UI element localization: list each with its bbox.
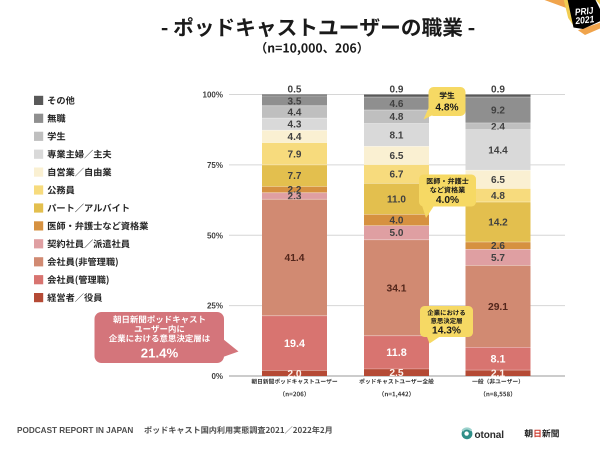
svg-text:25%: 25% [207, 302, 223, 311]
svg-text:8.1: 8.1 [390, 130, 404, 141]
svg-text:2.5: 2.5 [389, 368, 404, 379]
svg-text:4.8: 4.8 [491, 191, 505, 202]
svg-text:0.9: 0.9 [390, 84, 404, 95]
svg-text:4.8%: 4.8% [435, 102, 458, 113]
svg-text:19.4: 19.4 [284, 338, 305, 350]
svg-text:4.0%: 4.0% [436, 195, 459, 206]
svg-text:0%: 0% [211, 372, 223, 381]
svg-text:34.1: 34.1 [386, 283, 406, 294]
svg-text:50%: 50% [207, 231, 223, 240]
svg-text:otonal: otonal [475, 430, 505, 441]
svg-text:5.0: 5.0 [390, 228, 404, 239]
svg-text:7.7: 7.7 [288, 171, 302, 182]
svg-text:11.0: 11.0 [387, 194, 406, 205]
svg-text:6.5: 6.5 [491, 175, 505, 186]
svg-text:6.5: 6.5 [390, 151, 404, 162]
svg-text:6.7: 6.7 [390, 170, 404, 181]
svg-text:4.0: 4.0 [390, 216, 404, 227]
svg-text:PODCAST REPORT IN JAPAN: PODCAST REPORT IN JAPAN [17, 426, 133, 435]
svg-text:14.4: 14.4 [488, 146, 508, 157]
svg-text:0.5: 0.5 [288, 84, 302, 95]
svg-text:2.6: 2.6 [491, 241, 505, 252]
svg-text:2.0: 2.0 [287, 369, 302, 380]
svg-text:29.1: 29.1 [488, 302, 508, 313]
svg-text:21.4%: 21.4% [141, 346, 179, 361]
svg-text:9.2: 9.2 [491, 106, 505, 117]
svg-text:4.8: 4.8 [390, 112, 404, 123]
svg-text:41.4: 41.4 [284, 253, 304, 264]
svg-text:PRIJ: PRIJ [574, 5, 594, 18]
svg-text:2.3: 2.3 [288, 192, 302, 203]
svg-text:4.3: 4.3 [288, 120, 302, 131]
svg-text:100%: 100% [203, 91, 223, 100]
svg-text:2.1: 2.1 [491, 369, 506, 380]
svg-text:4.4: 4.4 [288, 132, 302, 143]
svg-text:11.8: 11.8 [386, 347, 406, 359]
svg-text:0.9: 0.9 [491, 84, 505, 95]
svg-text:3.5: 3.5 [288, 96, 302, 107]
svg-text:2.4: 2.4 [491, 122, 505, 133]
svg-text:14.3%: 14.3% [432, 325, 461, 336]
svg-text:2.2: 2.2 [288, 185, 302, 196]
svg-text:8.1: 8.1 [490, 354, 505, 366]
svg-text:14.2: 14.2 [488, 218, 508, 229]
svg-text:5.7: 5.7 [491, 253, 505, 264]
svg-text:2021: 2021 [574, 14, 595, 27]
svg-text:75%: 75% [207, 161, 223, 170]
svg-text:7.9: 7.9 [288, 149, 302, 160]
svg-text:4.4: 4.4 [288, 108, 302, 119]
svg-text:4.6: 4.6 [390, 99, 404, 110]
